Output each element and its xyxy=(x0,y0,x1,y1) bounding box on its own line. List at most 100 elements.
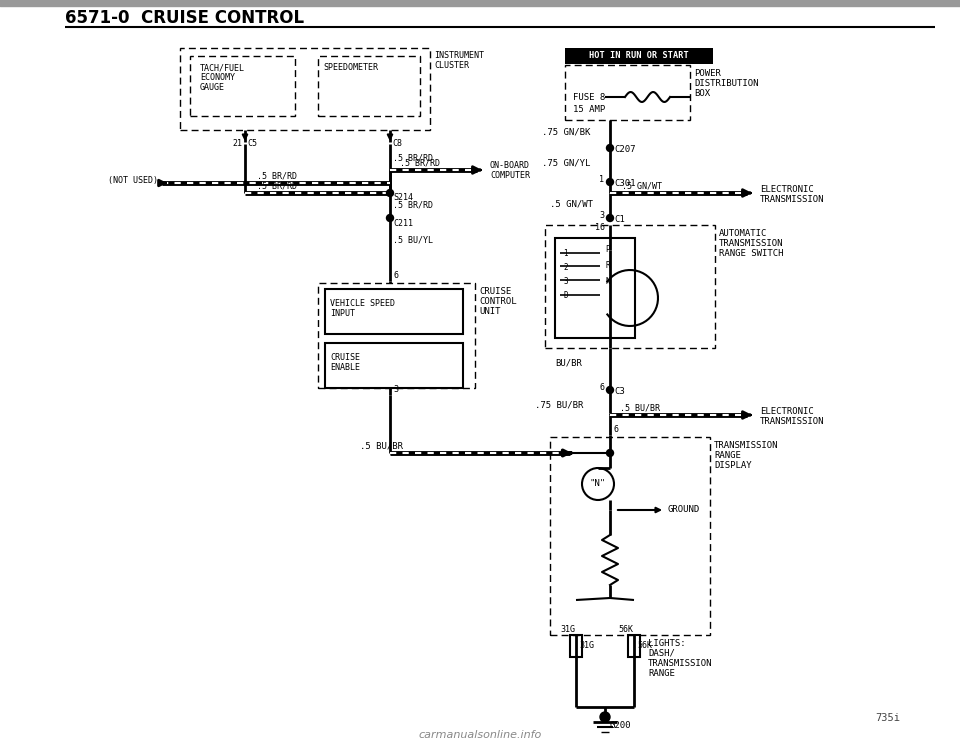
Bar xyxy=(325,289,463,334)
Text: 31G: 31G xyxy=(561,624,575,633)
Text: .75 GN/BK: .75 GN/BK xyxy=(542,128,590,137)
Circle shape xyxy=(387,215,394,222)
Text: 31G: 31G xyxy=(579,641,594,650)
Text: N: N xyxy=(605,278,610,286)
Text: CRUISE: CRUISE xyxy=(330,353,360,362)
Text: COMPUTER: COMPUTER xyxy=(490,172,530,181)
Text: TACH/FUEL: TACH/FUEL xyxy=(200,63,245,72)
Text: CONTROL: CONTROL xyxy=(479,296,516,306)
Text: HOT IN RUN OR START: HOT IN RUN OR START xyxy=(589,51,689,60)
Text: 16: 16 xyxy=(595,224,605,233)
Bar xyxy=(318,283,475,388)
Text: TRANSMISSION: TRANSMISSION xyxy=(719,239,783,248)
Text: ON-BOARD: ON-BOARD xyxy=(490,161,530,171)
Text: VEHICLE SPEED: VEHICLE SPEED xyxy=(330,298,395,307)
Text: FUSE 8: FUSE 8 xyxy=(573,93,605,101)
Text: .5 BR/RD: .5 BR/RD xyxy=(257,172,297,181)
Circle shape xyxy=(607,145,613,151)
Text: 56K: 56K xyxy=(618,624,634,633)
Text: INPUT: INPUT xyxy=(330,309,355,318)
Text: G200: G200 xyxy=(610,721,632,730)
Text: DISPLAY: DISPLAY xyxy=(714,460,752,469)
Circle shape xyxy=(387,189,394,196)
Text: 3: 3 xyxy=(599,212,604,221)
Text: 3: 3 xyxy=(563,277,567,286)
Text: .5 BR/RD: .5 BR/RD xyxy=(393,201,433,210)
Circle shape xyxy=(607,450,613,457)
Bar xyxy=(565,48,713,64)
Text: C3: C3 xyxy=(614,387,625,397)
Text: 2: 2 xyxy=(563,263,567,272)
Text: DISTRIBUTION: DISTRIBUTION xyxy=(694,78,758,87)
Text: ENABLE: ENABLE xyxy=(330,363,360,372)
Text: RANGE SWITCH: RANGE SWITCH xyxy=(719,248,783,257)
Text: .75 GN/YL: .75 GN/YL xyxy=(542,158,590,168)
Bar xyxy=(570,635,582,657)
Text: BU/BR: BU/BR xyxy=(555,359,582,368)
Text: .5 BU/YL: .5 BU/YL xyxy=(393,236,433,245)
Text: 21: 21 xyxy=(232,140,242,148)
Text: C211: C211 xyxy=(393,219,413,228)
Text: C5: C5 xyxy=(247,140,257,148)
Text: "N": "N" xyxy=(590,480,606,489)
Text: 1: 1 xyxy=(563,249,567,259)
Text: (NOT USED): (NOT USED) xyxy=(108,177,158,186)
Text: RANGE: RANGE xyxy=(648,668,675,677)
Text: 735i: 735i xyxy=(875,713,900,723)
Text: LIGHTS:: LIGHTS: xyxy=(648,639,685,648)
Text: GROUND: GROUND xyxy=(668,506,700,515)
Text: 3: 3 xyxy=(393,386,398,395)
Bar xyxy=(565,65,690,120)
Bar xyxy=(318,56,420,116)
Text: TRANSMISSION: TRANSMISSION xyxy=(648,659,712,668)
Text: TRANSMISSION: TRANSMISSION xyxy=(714,440,779,450)
Text: C301: C301 xyxy=(614,180,636,189)
Bar xyxy=(628,635,640,657)
Circle shape xyxy=(607,386,613,393)
Bar xyxy=(545,225,715,348)
Bar xyxy=(190,56,295,116)
Text: D: D xyxy=(563,292,567,301)
Text: .5 GN/WT: .5 GN/WT xyxy=(622,181,662,190)
Text: P: P xyxy=(605,245,610,254)
Text: BOX: BOX xyxy=(694,89,710,98)
Text: .75 BU/BR: .75 BU/BR xyxy=(535,401,584,410)
Circle shape xyxy=(607,215,613,222)
Text: RANGE: RANGE xyxy=(714,451,741,460)
Text: INSTRUMENT: INSTRUMENT xyxy=(434,51,484,60)
Text: .5 BR/RD: .5 BR/RD xyxy=(400,158,440,168)
Text: .5 BR/RD: .5 BR/RD xyxy=(393,154,433,163)
Text: SPEEDOMETER: SPEEDOMETER xyxy=(323,63,378,72)
Text: 6571-0  CRUISE CONTROL: 6571-0 CRUISE CONTROL xyxy=(65,9,304,27)
Text: DASH/: DASH/ xyxy=(648,648,675,657)
Text: R: R xyxy=(605,262,610,271)
Text: .5 BU/BR: .5 BU/BR xyxy=(360,442,403,451)
Text: 6: 6 xyxy=(599,383,604,392)
Text: AUTOMATIC: AUTOMATIC xyxy=(719,228,767,237)
Text: C8: C8 xyxy=(392,140,402,148)
Text: ELECTRONIC: ELECTRONIC xyxy=(760,184,814,193)
Text: C207: C207 xyxy=(614,145,636,154)
Text: GAUGE: GAUGE xyxy=(200,84,225,93)
Bar xyxy=(180,48,430,130)
Bar xyxy=(550,437,710,635)
Text: CRUISE: CRUISE xyxy=(479,286,512,295)
Bar xyxy=(555,238,635,338)
Text: ELECTRONIC: ELECTRONIC xyxy=(760,407,814,416)
Text: .5 GN/WT: .5 GN/WT xyxy=(550,199,593,208)
Text: TRANSMISSION: TRANSMISSION xyxy=(760,195,825,204)
Bar xyxy=(325,343,463,388)
Text: 6: 6 xyxy=(393,271,398,280)
Text: 56K: 56K xyxy=(637,641,652,650)
Text: ECONOMY: ECONOMY xyxy=(200,74,235,83)
Text: TRANSMISSION: TRANSMISSION xyxy=(760,416,825,425)
Text: CLUSTER: CLUSTER xyxy=(434,60,469,69)
Text: S214: S214 xyxy=(393,193,413,202)
Text: C1: C1 xyxy=(614,216,625,225)
Circle shape xyxy=(600,712,610,722)
Circle shape xyxy=(607,178,613,186)
Text: 15 AMP: 15 AMP xyxy=(573,104,605,113)
Text: carmanualsonline.info: carmanualsonline.info xyxy=(419,730,541,740)
Text: POWER: POWER xyxy=(694,69,721,78)
Text: 6: 6 xyxy=(613,424,618,433)
